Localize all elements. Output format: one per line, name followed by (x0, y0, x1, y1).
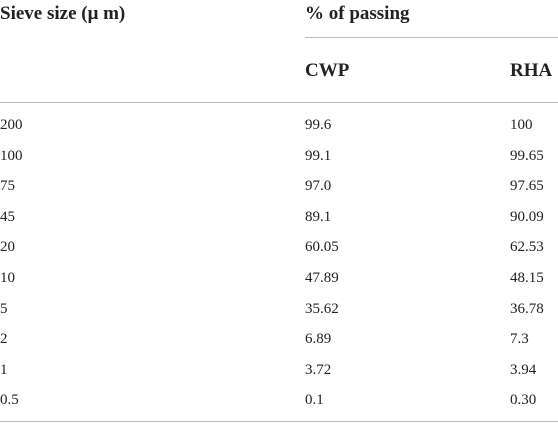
rule (0, 102, 558, 103)
cell: 90.09 (510, 208, 544, 225)
cell: 47.89 (305, 270, 339, 286)
cell: 0.1 (305, 392, 324, 409)
cell: 2 (0, 331, 8, 348)
cell: 3.72 (305, 361, 332, 378)
cell: 48.15 (510, 270, 544, 286)
cell: 0.30 (510, 392, 537, 409)
cell: 20 (0, 239, 15, 256)
cell: 89.1 (305, 208, 332, 225)
cell: 0.5 (0, 392, 19, 409)
cell: 100 (510, 117, 533, 133)
column-header: Sieve size (μ m) (0, 3, 126, 24)
cell: 7.3 (510, 331, 529, 348)
cell: 36.78 (510, 300, 544, 317)
cell: 97.65 (510, 178, 544, 195)
cell: 60.05 (305, 239, 339, 256)
cell: 99.1 (305, 147, 332, 164)
cell: 100 (0, 147, 23, 164)
cell: 6.89 (305, 331, 332, 348)
cell: 99.65 (510, 147, 544, 164)
column-header: CWP (305, 60, 350, 81)
cell: 3.94 (510, 361, 537, 378)
column-header: RHA (510, 60, 553, 81)
cell: 10 (0, 270, 15, 286)
cell: 75 (0, 178, 15, 195)
rule (0, 421, 558, 422)
cell: 35.62 (305, 300, 339, 317)
cell: 1 (0, 361, 8, 378)
cell: 200 (0, 117, 23, 133)
cell: 5 (0, 300, 8, 317)
cell: 99.6 (305, 117, 332, 133)
group-header: % of passing (305, 3, 410, 24)
cell: 97.0 (305, 178, 332, 195)
rule (305, 37, 558, 38)
cell: 45 (0, 208, 15, 225)
cell: 62.53 (510, 239, 544, 256)
